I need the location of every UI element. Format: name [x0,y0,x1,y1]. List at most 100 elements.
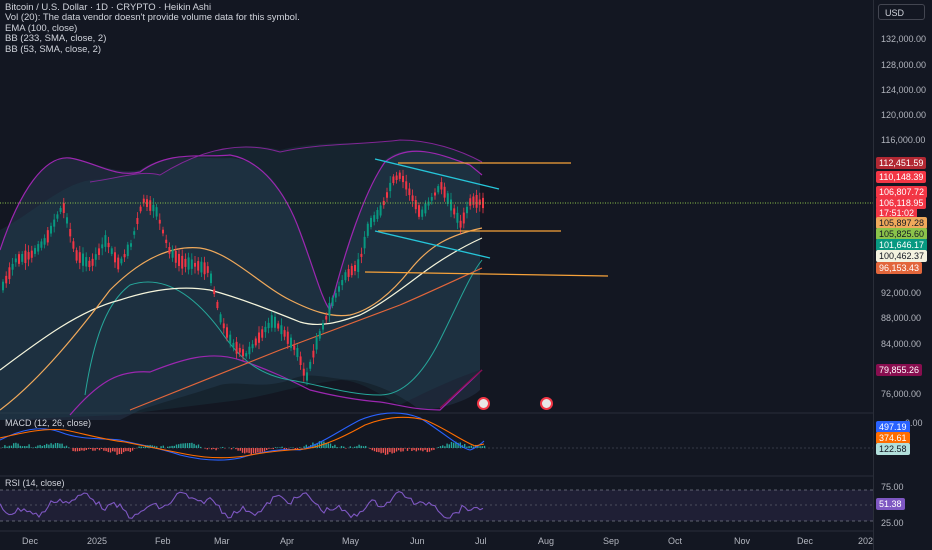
ema-indicator-label[interactable]: EMA (100, close) [5,22,78,34]
candle-body [277,323,280,329]
macd-bar [129,448,131,452]
candle-body [363,236,366,249]
macd-bar [299,447,301,448]
price-candles [2,169,484,386]
macd-bar [281,446,283,448]
macd-bar [81,448,83,451]
macd-bar [391,448,393,454]
candle-body [59,207,62,212]
time-label: Jun [410,536,425,546]
macd-indicator-label[interactable]: MACD (12, 26, close) [5,418,92,428]
candle-body [424,203,427,214]
candle-body [30,250,33,258]
macd-bar [211,448,213,450]
macd-bar [101,448,103,449]
macd-bar [186,443,189,448]
price-label-ma: 105,897.28 [876,217,928,229]
macd-bar [169,446,171,448]
candle-body [27,252,30,260]
candle-body [254,338,257,346]
candle-body [2,281,4,291]
macd-bar [98,448,101,451]
candle-body [165,239,168,244]
macd-bar [50,443,52,448]
macd-bar [362,446,365,448]
candle-body [286,331,289,344]
macd-bar [151,445,153,448]
price-tick: 76,000.00 [881,389,922,399]
bb233-indicator-label[interactable]: BB (233, SMA, close, 2) [5,33,107,45]
macd-bar [268,448,270,449]
macd-bar [387,448,389,455]
macd-bar [479,446,481,448]
macd-bar [345,448,347,449]
price-tick: 84,000.00 [881,339,922,349]
price-tick: 124,000.00 [881,85,927,95]
macd-signal [0,416,485,459]
candle-body [392,176,395,184]
bb-lower-teal [84,259,483,396]
candle-body [382,200,385,206]
macd-bar [358,444,360,448]
candle-body [75,250,78,261]
candle-body [334,293,337,298]
macd-bar [248,448,250,454]
candle-body [242,349,244,357]
macd-bar [395,448,398,452]
candle-body [104,235,107,247]
candle-body [184,258,187,267]
candle-body [21,253,24,262]
macd-bar [68,447,70,448]
macd-bar [252,448,255,454]
candle-body [456,212,459,223]
candle-body [43,238,46,245]
earnings-event-icon[interactable] [477,397,490,410]
candle-body [232,342,235,348]
macd-bar [437,447,439,448]
candle-body [293,345,296,350]
trendline-support-2 [364,271,609,277]
macd-bar [76,448,79,452]
macd-bar [336,447,338,448]
price-label-last: 106,118.95 [876,197,927,209]
macd-bar [79,448,81,452]
macd-bar [19,445,21,448]
symbol-title[interactable]: Bitcoin / U.S. Dollar · 1D · CRYPTO · He… [5,2,212,13]
macd-bar [439,446,442,448]
macd-hist-label: 122.58 [876,443,910,455]
macd-bar [472,446,475,448]
candle-body [235,341,238,354]
candle-body [62,203,65,213]
candle-body [203,262,206,275]
currency-button[interactable]: USD [878,4,925,20]
macd-bar [420,448,422,451]
earnings-event-icon[interactable] [540,397,553,410]
candle-body [72,241,75,249]
macd-bar [483,445,486,448]
candle-body [136,218,139,224]
macd-bar [413,448,415,451]
candle-body [466,206,468,214]
macd-bar [237,448,239,451]
main-chart-canvas[interactable] [0,0,873,550]
candle-body [379,205,382,216]
bb53-indicator-label[interactable]: BB (53, SMA, close, 2) [5,43,102,55]
time-label: Sep [603,536,620,546]
macd-bar [334,444,336,448]
candle-body [267,322,270,329]
candle-body [344,272,347,281]
candle-body [258,332,260,343]
candle-body [146,199,148,207]
price-tick: 120,000.00 [881,110,927,120]
macd-bar [15,442,17,448]
candle-body [347,269,350,277]
macd-bar [4,445,6,448]
price-scale[interactable] [873,0,932,550]
candle-body [405,181,408,190]
time-label: Feb [155,536,171,546]
macd-bar [189,443,191,448]
rsi-indicator-label[interactable]: RSI (14, close) [5,478,65,488]
volume-indicator-label[interactable]: Vol (20): The data vendor doesn't provid… [5,12,300,24]
candle-body [472,196,475,205]
price-label-bb233-lower: 79,855.26 [876,364,923,376]
